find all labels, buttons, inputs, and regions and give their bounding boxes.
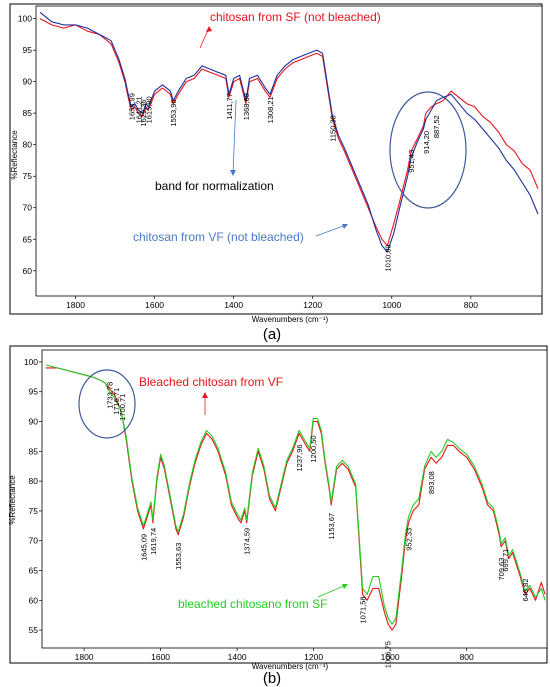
panel-a-label: (a) [263,326,281,343]
x-tick-label: 800 [460,652,474,662]
peak-label: 1374,59 [243,528,252,555]
peak-label: 1641,21 [134,96,143,123]
peak-label: 1308,21 [266,96,275,123]
y-tick-label: 70 [23,203,33,213]
y-tick-label: 60 [29,595,39,605]
panel-a-y-axis: 60 65 70 75 80 85 90 95 100 [18,14,36,276]
x-tick-label: 1600 [151,652,170,662]
y-tick-label: 60 [23,266,33,276]
y-tick-label: 80 [29,476,39,486]
panel-a-x-axis: 1800 1600 1400 1200 1000 800 [66,296,478,310]
peak-label: 1411,77 [225,93,234,120]
x-tick-label: 1400 [228,652,247,662]
peak-label: 1150,38 [329,115,338,142]
y-tick-label: 85 [23,108,33,118]
peak-label: 1368,68 [242,93,251,120]
peak-label: 1006,75 [384,641,393,668]
peak-label: 709,63 [497,558,506,581]
y-tick-label: 65 [29,566,39,576]
x-tick-label: 1200 [303,300,322,310]
y-tick-label: 70 [29,536,39,546]
peak-label: 1615,90 [144,96,153,123]
panel-a-annotation-bottom: chitosan from VF (not bleached) [133,230,304,244]
panel-a: 60 65 70 75 80 85 90 95 100 1800 1600 1400 1200 1000… [9,3,543,343]
y-tick-label: 100 [24,357,38,367]
panel-b-x-axis: 1800 1600 1400 1200 1000 800 [75,648,474,662]
series-line-2 [39,11,539,253]
y-tick-label: 90 [23,77,33,87]
panel-b-annotation-bottom: bleached chitosano from SF [178,597,327,611]
peak-label: 1716,71 [112,388,121,415]
y-tick-label: 85 [29,446,39,456]
peak-label: 1700,71 [118,394,127,421]
panel-b-y-axis-label: %Reflectance [8,475,17,525]
panel-b-annotation-top: Bleached chitosan from VF [139,375,283,389]
x-tick-label: 1600 [145,300,164,310]
panel-a-arrow-middle [232,99,237,175]
series-line-1 [39,18,539,247]
panel-b-label: (b) [263,670,281,687]
peak-label: 952,33 [405,528,414,551]
panel-b-plot-area [41,349,548,649]
panel-b-highlight-ellipse [78,369,136,439]
panel-a-arrow-top-head [206,26,212,32]
panel-a-annotation-middle: band for normalization [155,179,274,193]
series-line-2 [45,364,546,625]
panel-b-series [45,364,546,631]
y-tick-label: 55 [29,625,39,635]
panel-b-y-axis: 55 60 65 70 75 80 85 90 95 100 [24,357,42,635]
peak-label: 951,43 [407,150,416,173]
x-tick-label: 1200 [304,652,323,662]
peak-label: 1658,99 [127,93,136,120]
panel-b-arrow-bottom-head [342,584,348,589]
x-tick-label: 1400 [224,300,243,310]
x-tick-label: 1800 [75,652,94,662]
x-tick-label: 800 [464,300,478,310]
panel-a-x-axis-label: Wavenumbers (cm⁻¹) [252,315,329,324]
panel-a-arrow-bottom [315,224,347,237]
peak-label: 1010,89 [383,244,392,271]
peak-label: 1645,09 [139,534,148,561]
peak-label: 1553,96 [169,99,178,126]
x-tick-label: 1000 [382,300,401,310]
panel-a-series [39,11,539,253]
x-tick-label: 1000 [381,652,400,662]
peak-label: 1071,58 [359,596,368,623]
y-tick-label: 80 [23,140,33,150]
panel-b-arrow-top-head [202,392,208,398]
peak-label: 887,52 [432,115,441,138]
peak-label: 699,71 [501,549,510,572]
peak-label: 1629,36 [139,99,148,126]
panel-a-plot-area [35,5,543,297]
y-tick-label: 65 [23,234,33,244]
peak-label: 893,08 [427,471,436,494]
panel-a-highlight-ellipse [389,91,467,209]
peak-label: 1553,63 [174,543,183,570]
panel-b-x-axis-label: Wavenumbers (cm⁻¹) [252,662,329,671]
peak-label: 1200,50 [309,435,318,462]
series-line-1 [45,367,546,631]
y-tick-label: 95 [29,387,39,397]
y-tick-label: 95 [23,45,33,55]
panel-a-arrow-middle-head [230,170,236,176]
panel-b-arrow-bottom [317,584,347,598]
y-tick-label: 100 [18,14,32,24]
panel-a-arrow-bottom-head [342,224,348,229]
y-tick-label: 75 [23,171,33,181]
peak-label: 1153,67 [327,513,336,540]
y-tick-label: 90 [29,417,39,427]
peak-label: 1237,96 [295,444,304,471]
peak-label: 1733,78 [105,382,114,409]
peak-label: 914,20 [422,131,431,154]
panel-b: 55 60 65 70 75 80 85 90 95 100 1800 1600 1400 1200 10… [8,345,548,687]
panel-a-y-axis-label: %Reflectance [10,130,19,180]
x-tick-label: 1800 [66,300,85,310]
peak-label: 1619,74 [149,528,158,555]
panel-a-annotation-top: chitosan from SF (not bleached) [210,10,381,24]
peak-label: 646,82 [521,579,530,602]
y-tick-label: 75 [29,506,39,516]
